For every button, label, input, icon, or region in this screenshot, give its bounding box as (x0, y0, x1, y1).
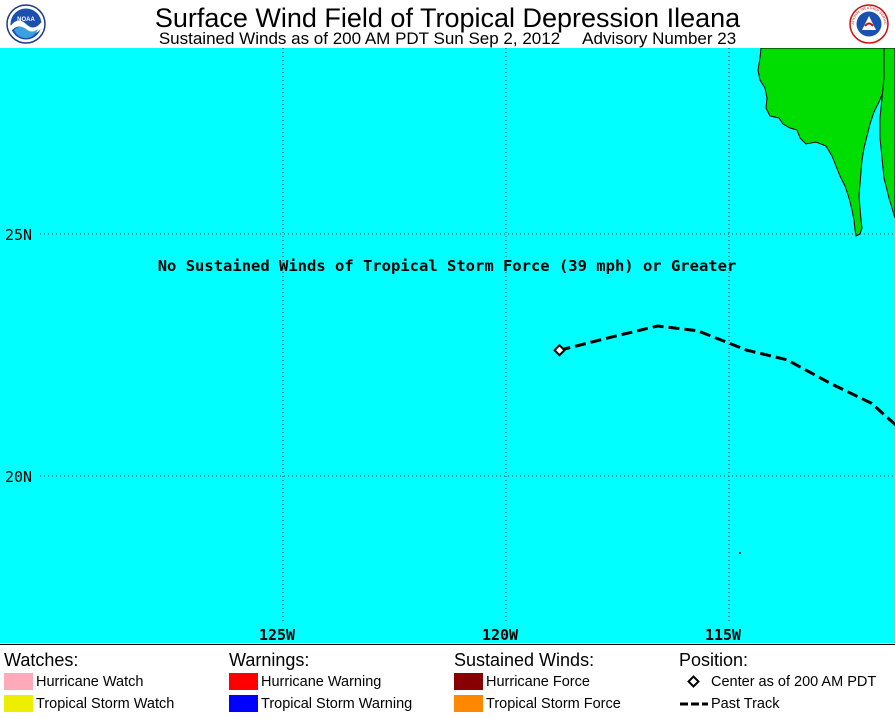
hurricane-force-swatch (454, 673, 483, 690)
lon-label-115w: 115W (705, 626, 742, 643)
lat-label-25n: 25N (5, 226, 32, 244)
legend-tropical-storm-watch: Tropical Storm Watch (4, 693, 174, 715)
map-canvas: 25N 20N 125W 120W 115W No Sustained Wind… (0, 48, 895, 643)
center-position-label: Center as of 200 AM PDT (711, 674, 876, 690)
wind-field-map: 25N 20N 125W 120W 115W No Sustained Wind… (0, 48, 895, 643)
legend-center-position: Center as of 200 AM PDT (679, 671, 876, 693)
legend-position-heading: Position: (679, 649, 876, 671)
hurricane-watch-swatch (4, 673, 33, 690)
subtitle-valid-time: Sustained Winds as of 200 AM PDT Sun Sep… (159, 29, 560, 49)
past-track-label: Past Track (711, 696, 780, 712)
tropical-storm-warning-swatch (229, 695, 258, 712)
tropical-storm-warning-label: Tropical Storm Warning (261, 696, 412, 712)
no-tropical-storm-winds-message: No Sustained Winds of Tropical Storm For… (158, 257, 737, 275)
legend-past-track: Past Track (679, 693, 876, 715)
tropical-storm-force-label: Tropical Storm Force (486, 696, 621, 712)
lon-label-125w: 125W (259, 626, 296, 643)
legend-hurricane-warning: Hurricane Warning (229, 671, 412, 693)
legend-warnings-heading: Warnings: (229, 649, 412, 671)
tropical-storm-force-swatch (454, 695, 483, 712)
legend-watches: Watches: Hurricane Watch Tropical Storm … (4, 649, 174, 715)
page-subtitle: Sustained Winds as of 200 AM PDT Sun Sep… (0, 29, 895, 49)
map-header: NOAA Surface Wind Field of Tropical Depr… (0, 0, 895, 48)
subtitle-advisory-number: Advisory Number 23 (582, 29, 736, 49)
island-dot (739, 552, 741, 554)
legend-hurricane-force: Hurricane Force (454, 671, 621, 693)
hurricane-watch-label: Hurricane Watch (36, 674, 143, 690)
map-legend: Watches: Hurricane Watch Tropical Storm … (0, 644, 895, 717)
tropical-storm-watch-swatch (4, 695, 33, 712)
lon-label-120w: 120W (482, 626, 519, 643)
nws-logo-icon: NATIONAL WEATHER SERVICE (849, 4, 889, 44)
diamond-icon (679, 673, 708, 690)
ocean (0, 48, 895, 643)
hurricane-warning-swatch (229, 673, 258, 690)
legend-hurricane-watch: Hurricane Watch (4, 671, 174, 693)
legend-tropical-storm-force: Tropical Storm Force (454, 693, 621, 715)
hurricane-warning-label: Hurricane Warning (261, 674, 381, 690)
legend-watches-heading: Watches: (4, 649, 174, 671)
legend-warnings: Warnings: Hurricane Warning Tropical Sto… (229, 649, 412, 715)
dashed-line-icon (679, 695, 708, 712)
legend-tropical-storm-warning: Tropical Storm Warning (229, 693, 412, 715)
legend-sustained-winds: Sustained Winds: Hurricane Force Tropica… (454, 649, 621, 715)
tropical-storm-watch-label: Tropical Storm Watch (36, 696, 174, 712)
lat-label-20n: 20N (5, 468, 32, 486)
legend-winds-heading: Sustained Winds: (454, 649, 621, 671)
hurricane-force-label: Hurricane Force (486, 674, 590, 690)
legend-position: Position: Center as of 200 AM PDT Past T… (679, 649, 876, 715)
